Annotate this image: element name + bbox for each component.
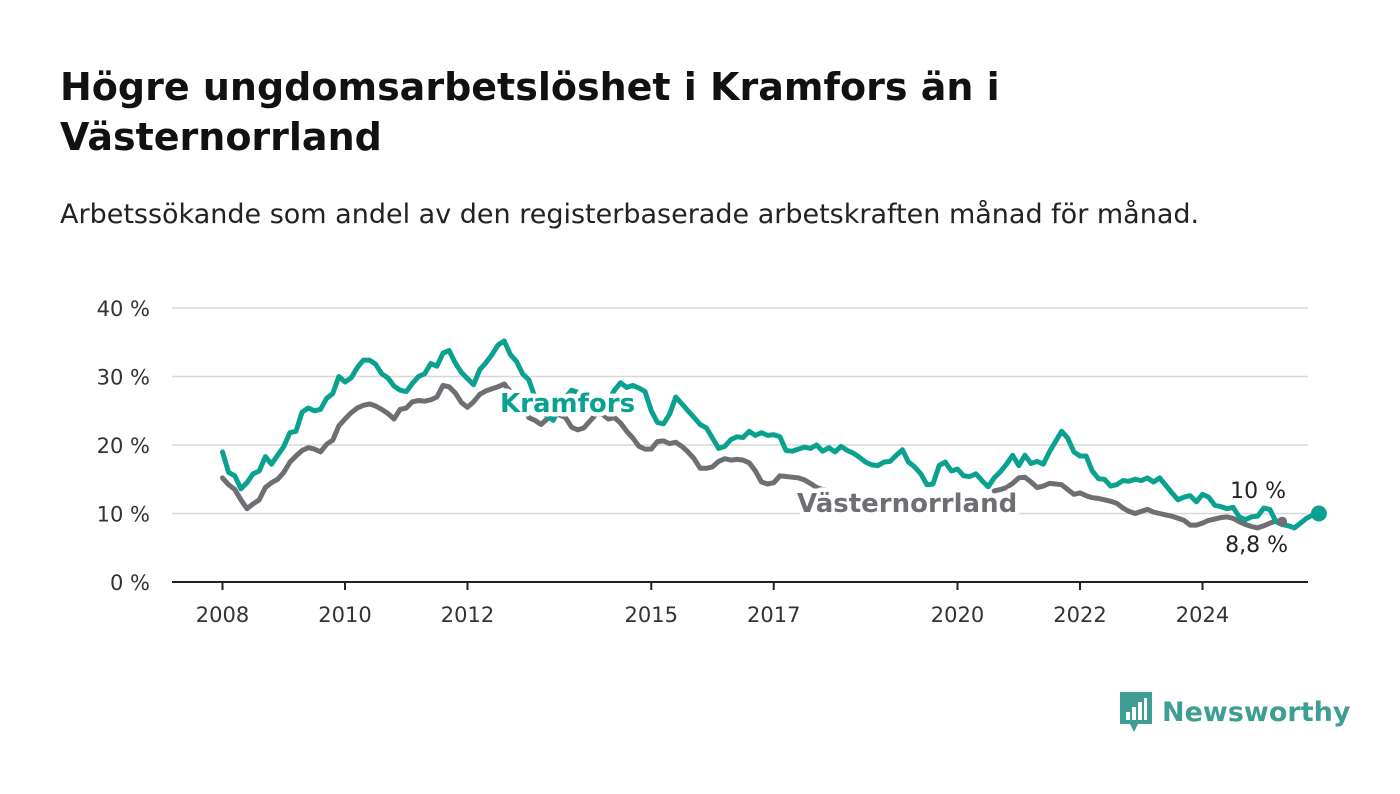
end-label-vasternorrland-halo: 8,8 % — [1225, 533, 1288, 558]
end-point-vasternorrland — [1277, 516, 1288, 527]
x-tick-label: 2012 — [441, 603, 494, 627]
series-label-kramfors: Kramfors — [500, 389, 635, 419]
y-tick-label: 10 % — [97, 503, 150, 527]
x-tick-label: 2024 — [1176, 603, 1229, 627]
gridlines — [172, 307, 1308, 583]
x-tick-label: 2010 — [318, 603, 371, 627]
series-labels: KramforsKramforsVästernorrlandVästernorr… — [496, 385, 1293, 563]
x-tick-label: 2008 — [196, 603, 249, 627]
chart-title: Högre ungdomsarbetslöshet i Kramfors än … — [60, 65, 1000, 159]
bar-chart-speech-bubble-icon — [1120, 692, 1152, 732]
y-axis-ticks: 0 % 10 % 20 % 30 % 40 % — [97, 297, 150, 595]
x-tick-label: 2017 — [747, 603, 800, 627]
end-label-kramfors-halo: 10 % — [1230, 479, 1286, 504]
logo-text: Newsworthy — [1162, 696, 1351, 728]
series-line-vasternorrland-2 — [991, 474, 1285, 531]
y-tick-label: 30 % — [97, 366, 150, 390]
end-label-kramfors: 10 % — [1230, 479, 1286, 504]
series-label-vasternorrland-halo: Västernorrland — [797, 489, 1017, 519]
series-label-vasternorrland: Västernorrland — [797, 489, 1017, 519]
x-tick-label: 2020 — [931, 603, 984, 627]
newsworthy-logo: Newsworthy — [1118, 690, 1350, 734]
chart-subtitle: Arbetssökande som andel av den registerb… — [60, 199, 1200, 230]
y-tick-label: 40 % — [97, 297, 150, 321]
series-lines — [220, 338, 1327, 531]
x-axis-ticks: 2008 2010 2012 2015 2017 2020 2022 2024 — [196, 582, 1229, 627]
series-line-kramfors — [220, 338, 1297, 531]
series-label-kramfors-halo: Kramfors — [500, 389, 635, 419]
y-tick-label: 0 % — [110, 571, 150, 595]
end-point-kramfors — [1310, 505, 1327, 522]
x-tick-label: 2015 — [625, 603, 678, 627]
y-tick-label: 20 % — [97, 434, 150, 458]
x-tick-label: 2022 — [1053, 603, 1106, 627]
series-line-vasternorrland — [220, 381, 832, 512]
end-label-vasternorrland: 8,8 % — [1225, 533, 1288, 558]
